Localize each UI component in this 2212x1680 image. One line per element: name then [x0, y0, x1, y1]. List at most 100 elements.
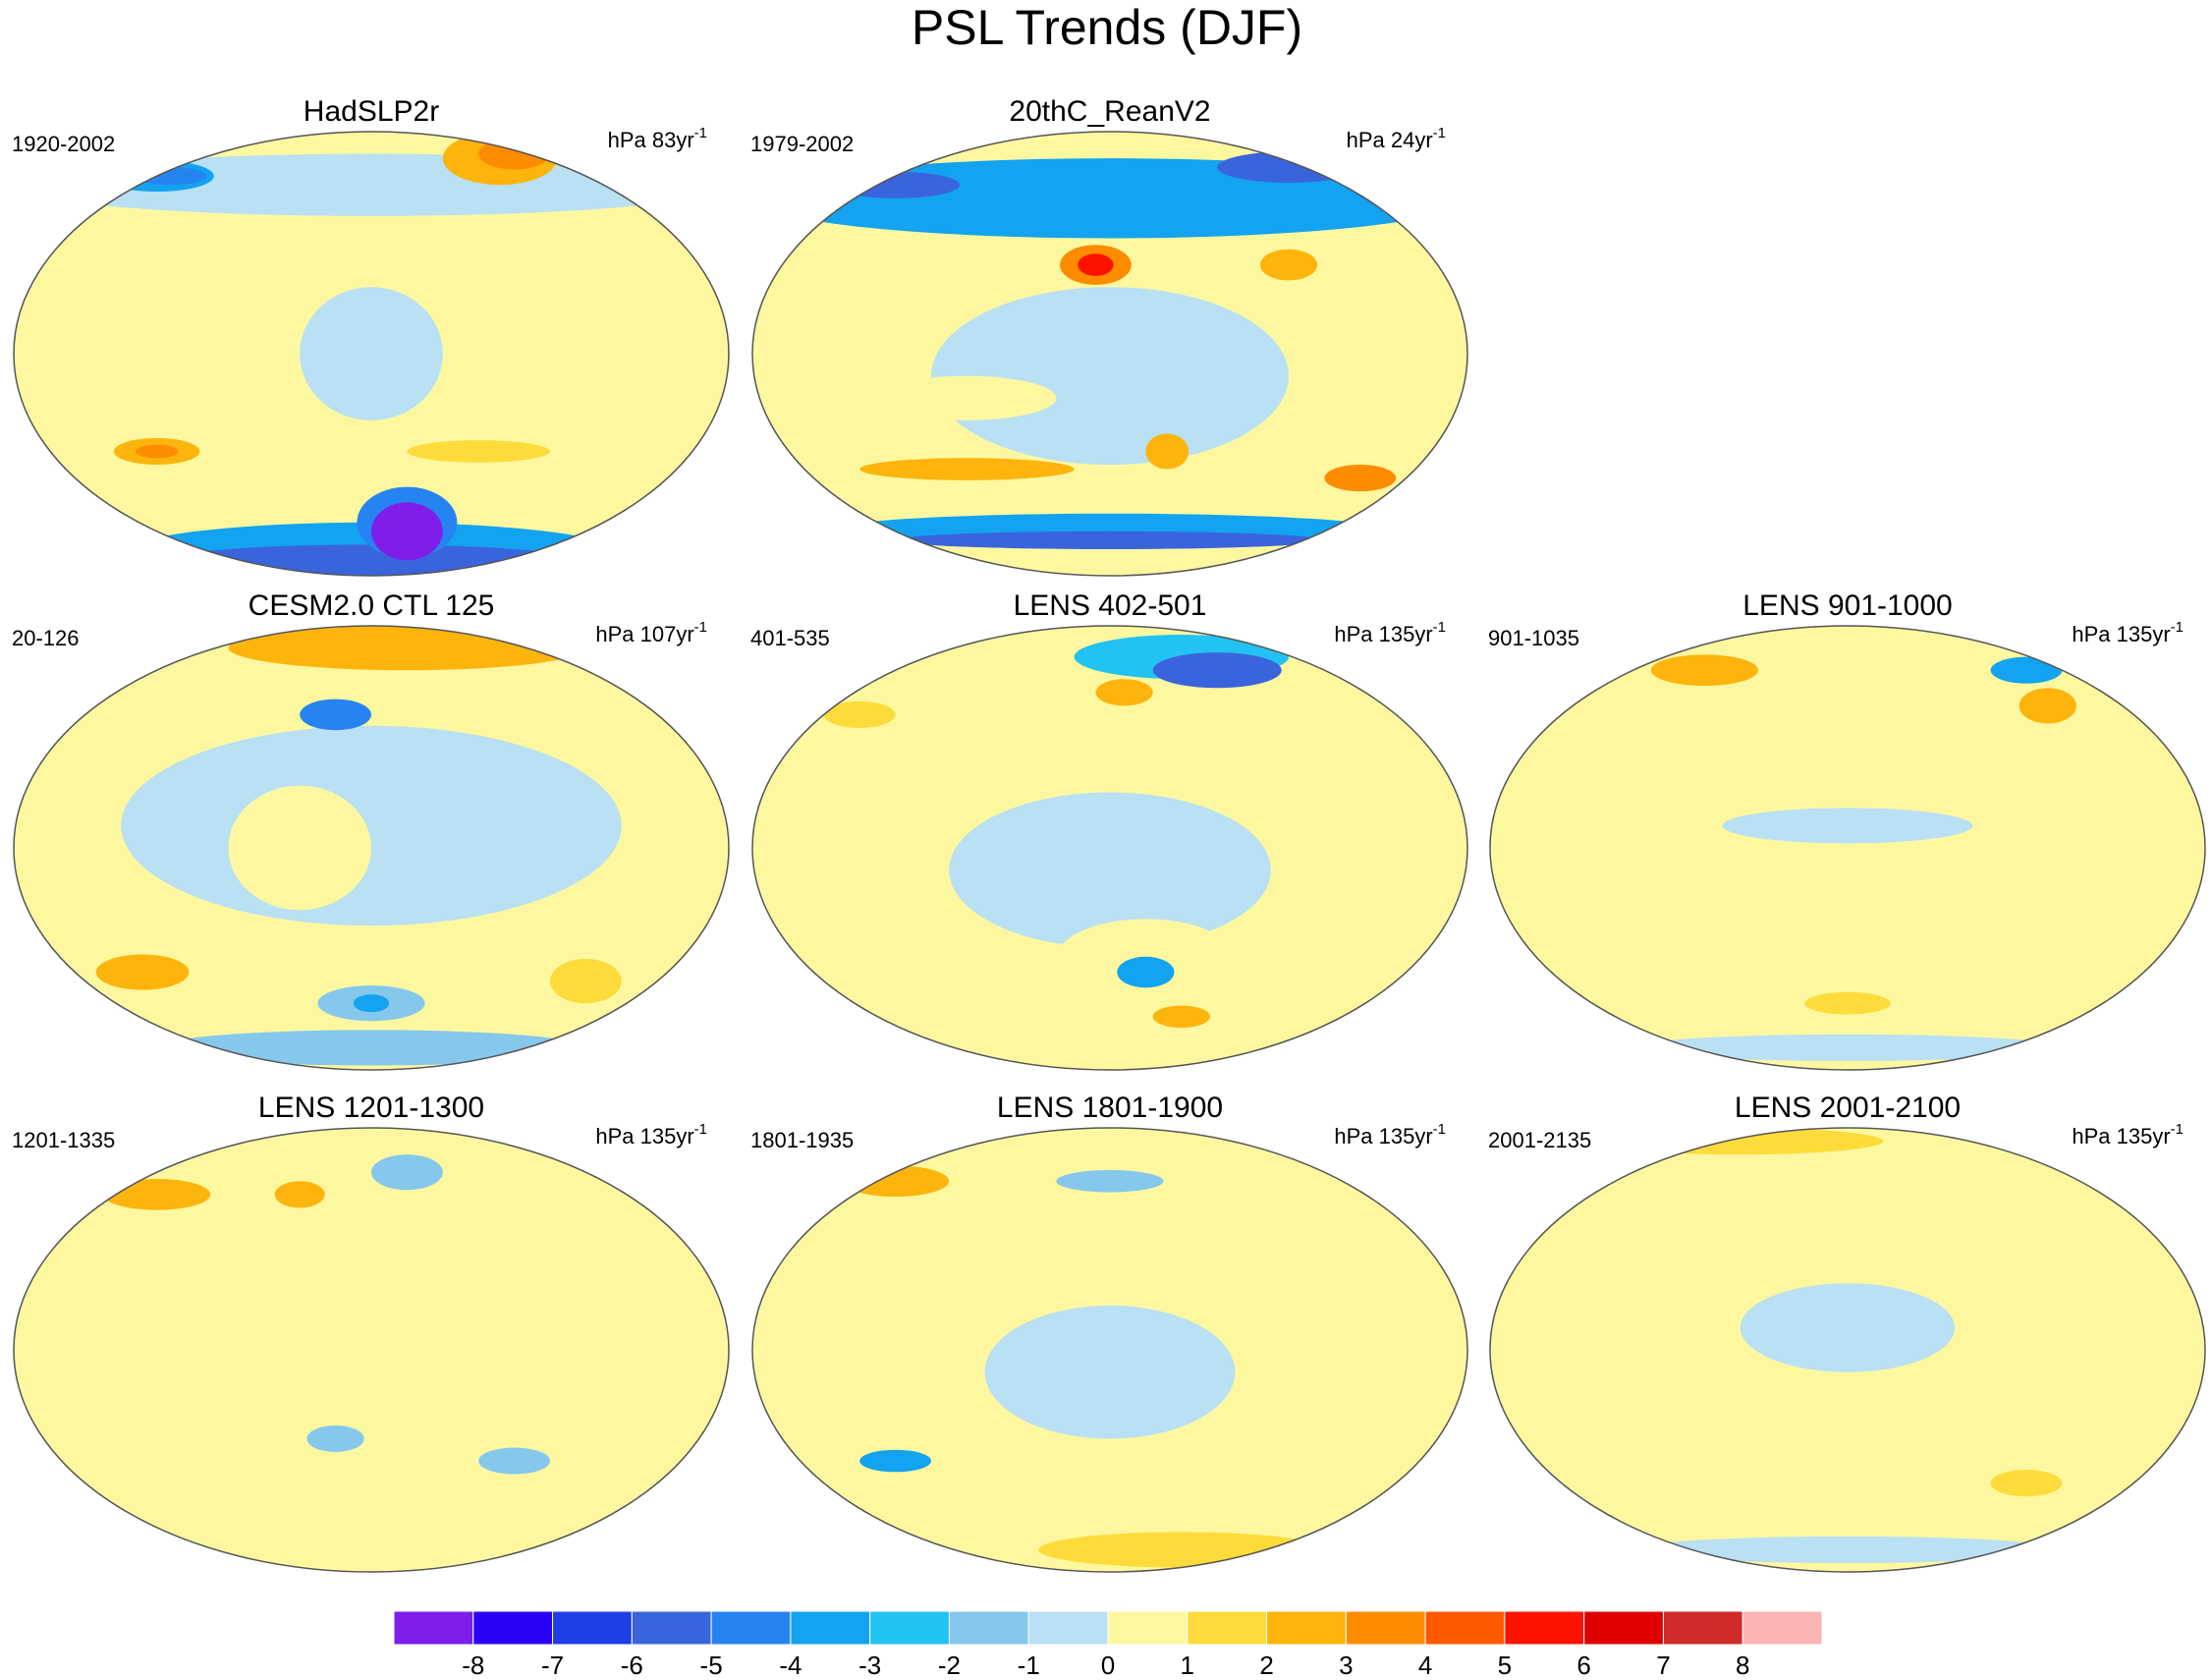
units-label: hPa 135yr-1: [1334, 1121, 1446, 1148]
units-label: hPa 135yr-1: [2072, 619, 2184, 646]
map-field: [752, 132, 1467, 576]
contour-region: [478, 1447, 550, 1475]
units-label: hPa 135yr-1: [1334, 619, 1446, 646]
colorbar-box: [1187, 1610, 1268, 1646]
contour-region: [353, 994, 390, 1013]
contour-region: [550, 959, 622, 1004]
colorbar-box: [1662, 1610, 1743, 1646]
contour-region: [752, 158, 1467, 239]
map-panel: LENS 2001-2100 2001-2135 hPa 135yr-1: [1488, 1092, 2206, 1573]
contour-region: [156, 544, 586, 576]
contour-region: [1117, 956, 1175, 988]
colorbar-label: -3: [858, 1651, 881, 1680]
contour-region: [156, 1030, 586, 1066]
colorbar-label: -6: [621, 1651, 643, 1680]
colorbar-label: -8: [462, 1651, 484, 1680]
map-panel: LENS 1801-1900 1801-1935 hPa 135yr-1: [750, 1092, 1468, 1573]
map-outline: [751, 131, 1468, 577]
contour-region: [823, 700, 896, 728]
colorbar-box: [948, 1610, 1029, 1646]
colorbar-box: [1345, 1610, 1426, 1646]
units-label: hPa 135yr-1: [595, 1121, 707, 1148]
contour-region: [103, 1178, 211, 1210]
panel-title: LENS 901-1000: [1742, 589, 1953, 622]
colorbar: -8 -7 -6 -5 -4 -3 -2 -1 0 1 2 3 4 5 6 7 8: [393, 1610, 1823, 1680]
colorbar-box: [1424, 1610, 1506, 1646]
units-exponent: -1: [1433, 125, 1446, 141]
contour-region: [1152, 652, 1282, 689]
contour-region: [1650, 654, 1758, 687]
contour-region: [895, 531, 1325, 549]
contour-region: [1056, 1169, 1164, 1193]
contour-region: [1038, 1532, 1325, 1568]
contour-region: [371, 1154, 443, 1191]
contour-region: [1095, 679, 1153, 706]
colorbar-label: 4: [1418, 1651, 1432, 1680]
contour-region: [228, 785, 371, 911]
contour-region: [1078, 253, 1114, 276]
contour-region: [1990, 1470, 2063, 1497]
period-label: 2001-2135: [1488, 1128, 1591, 1152]
contour-region: [2018, 688, 2076, 724]
colorbar-label: 0: [1101, 1651, 1115, 1680]
colorbar-box: [472, 1610, 554, 1646]
colorbar-box: [1107, 1610, 1189, 1646]
contour-region: [1632, 1034, 2063, 1061]
period-label: 1201-1335: [12, 1128, 115, 1152]
colorbar-label: -2: [938, 1651, 961, 1680]
units-label: hPa 24yr-1: [1347, 125, 1446, 152]
contour-region: [877, 375, 1057, 420]
units-text: hPa 135yr: [1334, 1124, 1432, 1148]
units-text: hPa 135yr: [595, 1124, 693, 1148]
contour-region: [984, 1305, 1236, 1439]
map-field: [1490, 1128, 2205, 1572]
colorbar-box: [1504, 1610, 1585, 1646]
map-panel: LENS 1201-1300 1201-1335 hPa 135yr-1: [12, 1092, 730, 1573]
figure-title: PSL Trends (DJF): [912, 0, 1302, 55]
colorbar-label: 1: [1181, 1651, 1194, 1680]
map-field: [14, 1128, 729, 1572]
contour-region: [1990, 656, 2063, 684]
contour-region: [407, 440, 550, 463]
period-label: 1979-2002: [750, 132, 854, 156]
contour-region: [478, 138, 550, 170]
colorbar-box: [1027, 1610, 1109, 1646]
map-outline: [13, 1127, 730, 1573]
contour-region: [931, 287, 1289, 465]
map-outline: [751, 1127, 1468, 1573]
contour-region: [1597, 1128, 1884, 1155]
contour-region: [274, 1181, 325, 1208]
map-outline: [13, 131, 730, 577]
period-label: 1920-2002: [12, 132, 115, 156]
panel-title: LENS 402-501: [1014, 589, 1207, 622]
colorbar-box: [1742, 1610, 1823, 1646]
panel-title: LENS 1801-1900: [997, 1092, 1223, 1124]
colorbar-label: 2: [1259, 1651, 1273, 1680]
contour-region: [1740, 1283, 1956, 1372]
units-exponent: -1: [2171, 619, 2184, 636]
units-exponent: -1: [694, 125, 707, 141]
colorbar-box: [552, 1610, 633, 1646]
units-exponent: -1: [1433, 619, 1446, 636]
units-exponent: -1: [694, 619, 707, 636]
units-exponent: -1: [2171, 1121, 2184, 1138]
contour-region: [300, 699, 371, 731]
colorbar-label: -7: [541, 1651, 564, 1680]
units-label: hPa 83yr-1: [608, 125, 707, 152]
contour-region: [1217, 151, 1360, 183]
units-label: hPa 107yr-1: [595, 619, 707, 646]
units-label: hPa 135yr-1: [2072, 1121, 2184, 1148]
colorbar-box: [710, 1610, 792, 1646]
contour-region: [1145, 433, 1189, 470]
colorbar-box: [869, 1610, 950, 1646]
map-panel: 20thC_ReanV2 1979-2002 hPa 24yr-1: [750, 95, 1468, 577]
panel-title: HadSLP2r: [304, 95, 439, 128]
colorbar-label: -5: [700, 1651, 723, 1680]
contour-region: [371, 502, 443, 561]
colorbar-box: [1266, 1610, 1347, 1646]
map-panel: LENS 402-501 401-535 hPa 135yr-1: [750, 589, 1468, 1071]
contour-region: [1259, 249, 1318, 281]
units-text: hPa 107yr: [595, 622, 693, 646]
map-panel: HadSLP2r 1920-2002 hPa 83yr-1: [12, 95, 730, 577]
map-field: [14, 132, 729, 576]
